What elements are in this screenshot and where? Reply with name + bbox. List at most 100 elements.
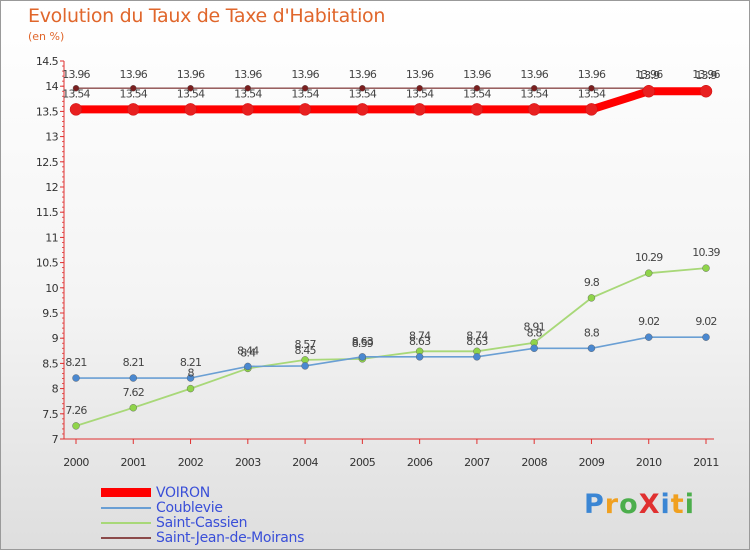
series-line-voiron (76, 87, 706, 114)
data-point (184, 103, 197, 116)
data-label: 8.21 (123, 356, 144, 369)
data-point (129, 374, 137, 382)
data-point (470, 103, 484, 116)
data-label: 8 (187, 367, 194, 380)
data-point (587, 344, 596, 352)
chart-series (69, 84, 713, 430)
x-tick-label: 2004 (292, 456, 318, 469)
data-label: 10.39 (692, 246, 720, 259)
data-label: 8.59 (352, 337, 374, 350)
legend-label: Coublevie (156, 499, 223, 516)
data-label: 8.57 (294, 338, 316, 351)
data-label: 13.96 (520, 68, 548, 81)
y-tick-label: 14.5 (36, 55, 59, 68)
chart-data-labels: 13.54 13.54 13.54 13.54 13.54 13.54 13.54 13.54… (62, 68, 721, 417)
data-point (699, 84, 713, 98)
data-point (301, 85, 309, 92)
data-label: 8.44 (237, 344, 259, 357)
x-tick-label: 2003 (235, 456, 261, 469)
data-label: 13.96 (635, 68, 663, 81)
data-label: 8.91 (524, 321, 545, 334)
data-label: 8.74 (409, 329, 431, 342)
y-tick-label: 12 (45, 181, 58, 194)
data-point (301, 362, 309, 370)
data-point (473, 85, 481, 92)
data-label: 13.9 (638, 69, 660, 82)
y-tick-label: 11 (45, 231, 58, 244)
x-tick-label: 2001 (120, 456, 146, 469)
data-label: 13.54 (234, 87, 262, 100)
data-point (359, 85, 366, 92)
legend-swatch (101, 521, 151, 524)
data-label: 13.96 (406, 68, 434, 81)
y-tick-label: 10 (45, 282, 58, 295)
data-point (702, 333, 710, 341)
x-tick-label: 2002 (178, 456, 204, 469)
data-label: 13.9 (695, 69, 717, 82)
legend-item: Coublevie (101, 499, 304, 516)
data-point (129, 404, 137, 412)
data-point (416, 85, 423, 92)
logo-letter: P (584, 489, 605, 520)
data-point (356, 103, 369, 116)
data-point (358, 353, 367, 361)
legend-item: VOIRON (101, 485, 304, 501)
data-label: 7.26 (65, 404, 87, 417)
y-tick-label: 8.5 (42, 357, 58, 370)
data-label: 13.96 (463, 68, 491, 81)
legend-item: Saint-Cassien (101, 515, 304, 531)
data-point (585, 103, 598, 116)
data-point (130, 85, 137, 92)
logo-letter: r (604, 489, 620, 520)
data-label: 9.02 (695, 315, 716, 328)
data-label: 13.96 (177, 68, 205, 81)
data-point (72, 85, 80, 92)
data-point (645, 333, 653, 341)
data-point (187, 85, 194, 92)
data-point (413, 103, 426, 116)
y-tick-label: 9.5 (42, 307, 58, 320)
y-tick-label: 13 (45, 131, 58, 144)
series-line-saint-cassien (75, 267, 707, 427)
x-tick-label: 2009 (579, 456, 605, 469)
data-label: 13.54 (520, 87, 548, 100)
chart-unit-label: (en %) (28, 30, 65, 43)
data-label: 9.8 (584, 276, 600, 289)
data-point (530, 344, 538, 352)
data-label: 8.63 (352, 335, 374, 348)
y-tick-label: 9 (52, 332, 59, 345)
data-label: 9.02 (638, 315, 659, 328)
data-point (72, 422, 80, 430)
data-point (473, 353, 481, 361)
x-tick-label: 2000 (63, 456, 89, 469)
data-label: 13.54 (177, 87, 205, 100)
logo-letter: i (684, 489, 695, 520)
y-tick-label: 13.5 (36, 105, 59, 118)
data-point (69, 103, 83, 116)
legend-label: Saint-Jean-de-Moirans (156, 529, 305, 546)
data-point (72, 374, 80, 382)
data-point (244, 85, 252, 92)
y-tick-label: 7 (52, 433, 59, 446)
x-tick-label: 2008 (521, 456, 547, 469)
logo-letter: o (619, 489, 639, 520)
logo-letter: i (660, 489, 671, 520)
legend-swatch (101, 536, 151, 539)
data-label: 13.54 (463, 87, 491, 100)
data-label: 10.29 (635, 251, 663, 264)
x-tick-label: 2011 (693, 456, 719, 469)
data-label: 8.63 (466, 335, 488, 348)
data-label: 13.96 (234, 68, 262, 81)
data-point (244, 362, 252, 371)
proxiti-logo: ProXiti (584, 489, 695, 520)
data-label: 13.54 (406, 87, 434, 100)
y-tick-label: 7.5 (42, 408, 58, 421)
data-label: 13.96 (349, 68, 377, 81)
legend-swatch (101, 488, 151, 497)
x-tick-label: 2005 (350, 456, 376, 469)
data-point (527, 103, 541, 116)
data-label: 13.54 (578, 87, 606, 100)
data-label: 8.8 (527, 326, 543, 339)
